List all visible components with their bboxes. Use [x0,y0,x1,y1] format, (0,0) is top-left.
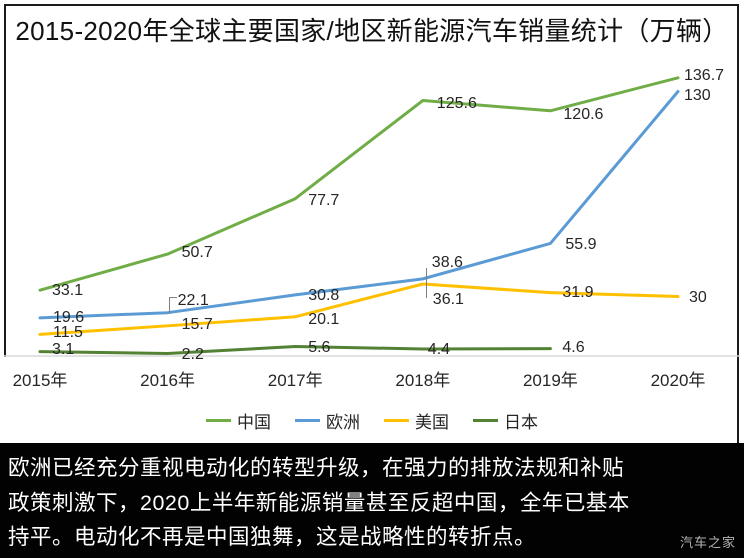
x-axis-label-2018年: 2018年 [395,371,451,390]
value-label-china-2016年: 50.7 [181,244,213,262]
callout-line-2018-crossing [426,268,427,298]
value-label-europe-2016年: 22.1 [177,291,209,309]
legend-label-japan: 日本 [504,413,538,432]
value-label-china-2017年: 77.7 [308,191,340,209]
value-label-china-2015年: 33.1 [52,282,84,300]
frame-border-right [737,4,739,444]
value-label-china-2020年: 136.7 [684,66,725,84]
value-label-japan-2015年: 3.1 [52,340,75,358]
chart-legend: 中国 欧洲 美国 日本 [0,408,744,433]
callout-line-2016-europe [169,297,177,314]
series-line-japan [38,345,552,355]
x-axis-label-2017年: 2017年 [267,371,323,390]
footer-text-line: 欧洲已经充分重视电动化的转型升级，在强力的排放法规和补贴 [8,456,625,480]
legend-label-usa: 美国 [415,413,449,432]
value-label-europe-2019年: 55.9 [565,236,597,254]
series-line-usa [38,282,680,336]
value-label-usa-2020年: 30 [689,288,707,306]
x-axis-label-2019年: 2019年 [522,371,578,390]
value-label-europe-2020年: 130 [684,86,711,104]
value-label-usa-2017年: 20.1 [308,310,340,328]
footer-text-line: 政策刺激下，2020上半年新能源销量甚至反超中国，全年已基本 [8,490,630,515]
legend-marker-china [206,419,231,422]
legend-item-japan: 日本 [473,408,538,433]
value-label-usa-2015年: 11.5 [53,324,83,342]
value-label-japan-2016年: 2.2 [181,346,204,364]
value-label-europe-2017年: 30.8 [308,286,340,304]
value-label-japan-2018年: 4.4 [427,340,451,358]
value-label-usa-2019年: 31.9 [562,283,594,301]
value-label-china-2018年: 125.6 [436,94,477,112]
legend-item-china: 中国 [206,408,271,433]
value-label-japan-2019年: 4.6 [562,338,585,356]
legend-marker-japan [473,419,498,422]
frame-border-top [4,4,739,6]
watermark-autohome: 汽车之家 [679,535,736,550]
x-axis-label-2016年: 2016年 [140,371,196,390]
legend-item-europe: 欧洲 [295,408,360,433]
chart-title: 2015-2020年全球主要国家/地区新能源汽车销量统计（万辆） [15,16,729,46]
value-label-japan-2017年: 5.6 [308,338,331,356]
series-line-europe [38,90,680,320]
value-label-usa-2016年: 15.7 [181,315,213,333]
series-line-china [38,76,680,292]
legend-label-europe: 欧洲 [326,413,360,432]
value-label-china-2019年: 120.6 [563,105,604,123]
frame-border-left [4,4,6,357]
value-label-europe-2015年: 19.6 [53,308,85,326]
footer-caption-box: 欧洲已经充分重视电动化的转型升级，在强力的排放法规和补贴 政策刺激下，2020上… [0,443,744,558]
footer-text-line: 持平。电动化不再是中国独舞，这是战略性的转折点。 [8,525,537,549]
legend-item-usa: 美国 [384,408,449,433]
x-axis-label-2020年: 2020年 [650,371,706,390]
x-axis-label-2015年: 2015年 [12,371,68,390]
legend-marker-europe [295,419,320,422]
value-label-europe-2018年: 38.6 [431,253,463,271]
legend-marker-usa [384,419,409,422]
legend-label-china: 中国 [237,413,271,432]
value-label-usa-2018年: 36.1 [432,290,464,308]
